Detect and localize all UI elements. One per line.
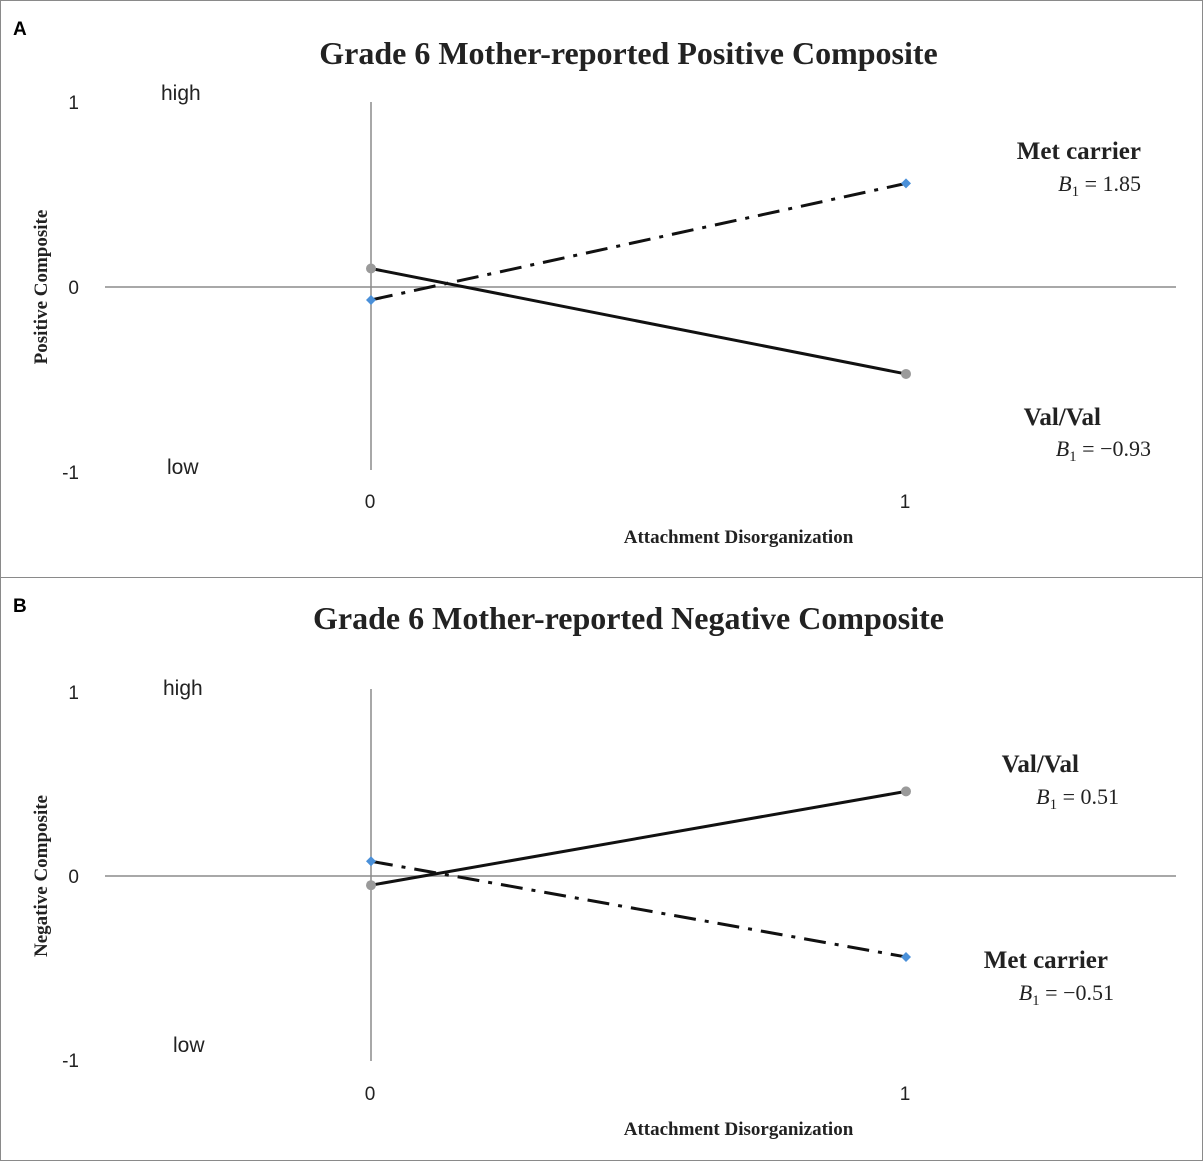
series-label: Met carrier (1017, 138, 1141, 165)
series-line (370, 267, 907, 376)
high-label: high (163, 677, 203, 700)
coefficient-label: B1 = 1.85 (1058, 171, 1141, 200)
chart-title: Grade 6 Mother-reported Positive Composi… (319, 35, 938, 71)
series-line (370, 789, 907, 887)
y-axis-title: Negative Composite (31, 795, 52, 957)
data-point-marker (366, 263, 376, 274)
y-tick-label: -1 (62, 1051, 79, 1072)
low-label: low (167, 456, 199, 479)
chart-a-svg: 1 0 -1 0 1 high low Attachment Disorganization P… (31, 82, 1176, 548)
panel-letter: B (13, 596, 27, 617)
data-point-marker (901, 951, 911, 962)
coefficient-label: B1 = −0.93 (1056, 436, 1151, 465)
y-tick-label: 1 (68, 93, 79, 114)
chart-b-svg: 1 0 -1 0 1 high low Attachment Disorganization N… (31, 677, 1176, 1140)
y-axis-title: Positive Composite (31, 210, 52, 365)
coefficient-label: B1 = 0.51 (1036, 784, 1119, 813)
panel-letter: A (13, 19, 27, 40)
series-line (370, 859, 907, 959)
y-tick-label: 0 (68, 278, 79, 299)
data-point-marker (901, 368, 911, 379)
data-point-marker (366, 880, 376, 891)
high-label: high (161, 82, 201, 105)
series-line (370, 181, 907, 302)
data-point-marker (901, 178, 911, 189)
x-tick-label: 1 (900, 492, 911, 513)
series-label: Met carrier (984, 947, 1108, 974)
y-tick-label: -1 (62, 463, 79, 484)
coefficient-label: B1 = −0.51 (1019, 980, 1114, 1009)
panel-a: A Grade 6 Mother-reported Positive Compo… (0, 0, 1203, 578)
x-tick-label: 1 (900, 1084, 911, 1105)
x-axis-title: Attachment Disorganization (624, 1119, 854, 1140)
panel-b: B Grade 6 Mother-reported Negative Compo… (0, 577, 1203, 1161)
data-point-marker (366, 856, 376, 867)
data-point-marker (366, 294, 376, 305)
x-tick-label: 0 (365, 1084, 376, 1105)
series-label: Val/Val (1024, 404, 1101, 431)
x-axis-title: Attachment Disorganization (624, 527, 854, 548)
data-point-marker (901, 786, 911, 797)
low-label: low (173, 1034, 205, 1057)
y-tick-label: 0 (68, 867, 79, 888)
series-label: Val/Val (1002, 751, 1079, 778)
chart-title: Grade 6 Mother-reported Negative Composi… (313, 600, 944, 636)
x-tick-label: 0 (365, 492, 376, 513)
y-tick-label: 1 (68, 683, 79, 704)
